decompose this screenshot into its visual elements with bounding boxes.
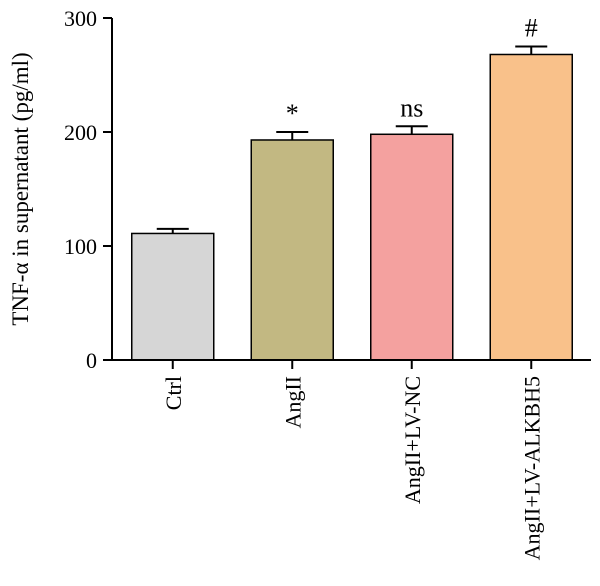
significance-label: ns bbox=[400, 93, 423, 122]
bar-angii-lv-nc bbox=[370, 133, 454, 361]
bar-ctrl bbox=[131, 232, 215, 361]
bar-angii-lv-alkbh5 bbox=[489, 53, 573, 361]
significance-label: * bbox=[286, 99, 299, 128]
significance-label: # bbox=[525, 14, 538, 43]
x-tick-label: AngII+LV-ALKBH5 bbox=[519, 376, 544, 560]
x-tick-label: AngII+LV-NC bbox=[400, 376, 425, 504]
y-tick-label: 0 bbox=[86, 348, 97, 373]
x-tick-label: Ctrl bbox=[161, 376, 186, 410]
error-bar bbox=[395, 125, 428, 135]
y-tick-label: 300 bbox=[64, 6, 97, 31]
x-tick-label: AngII bbox=[280, 376, 305, 429]
bars bbox=[131, 53, 573, 361]
error-bar bbox=[276, 131, 309, 140]
y-tick-label: 200 bbox=[64, 120, 97, 145]
bar-angii bbox=[250, 139, 334, 361]
y-tick-label: 100 bbox=[64, 234, 97, 259]
y-axis: 0 100 200 300 bbox=[64, 6, 113, 373]
error-bar bbox=[515, 45, 548, 55]
x-axis: Ctrl AngII AngII+LV-NC AngII+LV-ALKBH5 bbox=[112, 359, 591, 560]
error-bars bbox=[156, 45, 548, 234]
y-axis-label: TNF-α in supernatant (pg/ml) bbox=[8, 52, 33, 325]
error-bar bbox=[156, 227, 189, 234]
significance-annotations: * ns # bbox=[286, 14, 538, 129]
